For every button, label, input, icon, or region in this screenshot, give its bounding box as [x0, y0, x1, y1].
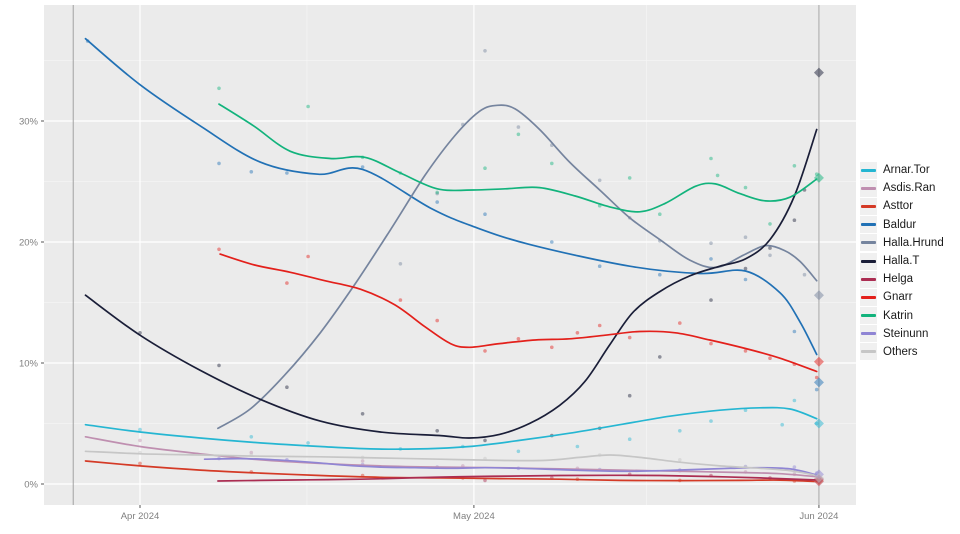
legend-item-katrin: Katrin — [860, 307, 944, 325]
legend-key-swatch-arnar-tor — [860, 161, 877, 179]
series-layer — [84, 37, 824, 487]
trend-line-halla-hrund — [217, 104, 818, 430]
result-diamond-halla-hrund — [813, 290, 824, 301]
legend-key-swatch-baldur — [860, 216, 877, 234]
legend-key-swatch-asttor — [860, 197, 877, 215]
trend-line-steinunn — [203, 457, 818, 476]
legend-item-others: Others — [860, 343, 944, 361]
result-diamond-baldur — [813, 377, 824, 388]
legend-key-swatch-halla-t — [860, 252, 877, 270]
legend-label: Asttor — [883, 200, 914, 213]
legend-label: Asdis.Ran — [883, 182, 936, 195]
trend-line-others — [84, 450, 818, 477]
axes: 0% 10% 20% 30% Apr 2024 May 2024 Jun 2024 — [19, 117, 838, 523]
legend-label: Halla.Hrund — [883, 236, 944, 249]
legend-item-gnarr: Gnarr — [860, 288, 944, 306]
legend-key-swatch-asdis-ran — [860, 179, 877, 197]
legend-label: Arnar.Tor — [883, 164, 930, 177]
plot-panel — [44, 5, 856, 505]
y-tick-label: 10% — [19, 359, 39, 370]
result-diamond-arnar-tor — [813, 418, 824, 429]
legend-label: Baldur — [883, 218, 917, 231]
legend-key-swatch-others — [860, 343, 877, 361]
trend-line-arnar-tor — [84, 406, 818, 451]
trend-line-asttor — [84, 460, 818, 483]
gridlines-minor — [44, 5, 856, 505]
legend-item-asttor: Asttor — [860, 197, 944, 215]
x-tick-label: Apr 2024 — [121, 511, 160, 522]
legend-key-swatch-halla-hrund — [860, 234, 877, 252]
trend-line-helga — [217, 474, 818, 482]
y-tick-label: 30% — [19, 117, 39, 128]
legend-key-swatch-steinunn — [860, 325, 877, 343]
legend-label: Steinunn — [883, 327, 929, 340]
y-tick-label: 20% — [19, 238, 39, 249]
legend: Arnar.Tor Asdis.Ran Asttor Baldur Halla.Hrun… — [860, 161, 944, 361]
legend-label: Gnarr — [883, 291, 913, 304]
result-diamond-others — [813, 472, 824, 483]
legend-key-swatch-katrin — [860, 307, 877, 325]
legend-label: Halla.T — [883, 255, 920, 268]
legend-key-swatch-helga — [860, 270, 877, 288]
trend-line-gnarr — [219, 253, 818, 373]
legend-label: Helga — [883, 273, 914, 286]
legend-item-halla-hrund: Halla.Hrund — [860, 234, 944, 252]
x-tick-label: Jun 2024 — [799, 511, 838, 522]
legend-item-baldur: Baldur — [860, 216, 944, 234]
trend-line-katrin — [218, 103, 818, 213]
legend-label: Others — [883, 345, 918, 358]
result-diamond-halla-t — [813, 67, 824, 78]
result-diamond-katrin — [813, 172, 824, 183]
legend-item-asdis-ran: Asdis.Ran — [860, 179, 944, 197]
trend-line-halla-t — [84, 128, 818, 439]
legend-item-steinunn: Steinunn — [860, 325, 944, 343]
result-diamond-gnarr — [813, 356, 824, 367]
legend-item-halla-t: Halla.T — [860, 252, 944, 270]
legend-label: Katrin — [883, 309, 914, 322]
y-tick-label: 0% — [24, 480, 38, 491]
legend-key-swatch-gnarr — [860, 288, 877, 306]
legend-item-arnar-tor: Arnar.Tor — [860, 161, 944, 179]
x-tick-label: May 2024 — [453, 511, 495, 522]
legend-item-helga: Helga — [860, 270, 944, 288]
trend-line-baldur — [84, 37, 818, 356]
